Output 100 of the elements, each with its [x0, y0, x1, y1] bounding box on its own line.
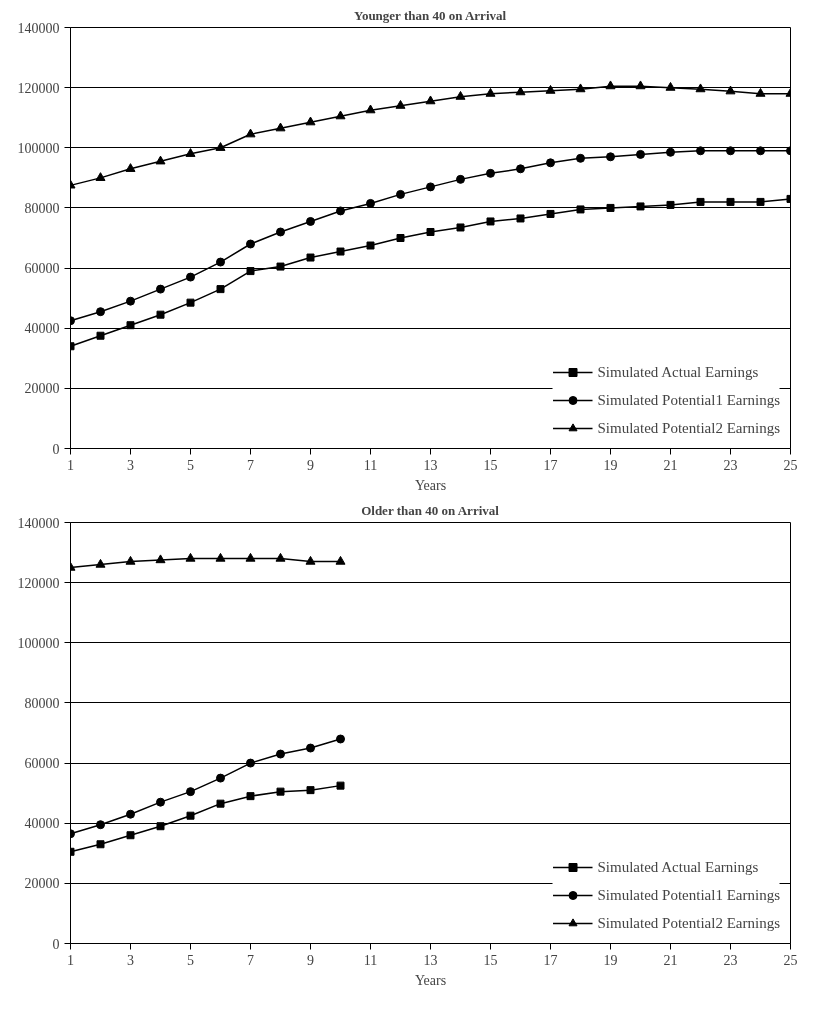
x-axis-title: Years: [414, 972, 447, 988]
point: [96, 331, 105, 340]
point: [95, 172, 106, 181]
point: [515, 86, 526, 96]
y-tick-label: 0: [52, 441, 60, 457]
y-tick-label: 80000: [24, 695, 60, 711]
point: [155, 554, 166, 564]
chart-title: Older than 40 on Arrival: [361, 502, 500, 518]
point: [456, 223, 465, 232]
y-tick-label: 80000: [24, 200, 60, 216]
point: [456, 174, 465, 184]
point: [696, 197, 705, 206]
point: [635, 80, 646, 90]
point: [336, 781, 345, 790]
x-tick-label: 23: [723, 952, 738, 968]
point: [156, 310, 165, 319]
point: [185, 552, 196, 562]
point: [425, 95, 436, 105]
x-tick-label: 17: [543, 952, 558, 968]
point: [366, 241, 375, 250]
point: [516, 214, 525, 223]
legend-label: Simulated Potential2 Earnings: [597, 914, 780, 932]
point: [125, 555, 136, 565]
point: [756, 197, 765, 206]
point: [546, 158, 555, 168]
y-tick-label: 140000: [17, 20, 60, 36]
point: [336, 247, 345, 256]
point: [276, 227, 285, 237]
point: [756, 146, 765, 156]
point: [306, 786, 315, 795]
x-tick-label: 11: [363, 457, 378, 473]
x-tick-label: 11: [363, 952, 378, 968]
point: [606, 152, 615, 162]
x-tick-label: 19: [603, 952, 618, 968]
point: [426, 227, 435, 236]
point: [246, 239, 255, 249]
point: [276, 787, 285, 796]
point: [455, 90, 466, 100]
y-tick-label: 40000: [24, 816, 60, 832]
point: [96, 307, 105, 317]
point: [426, 182, 435, 192]
x-tick-label: 15: [483, 457, 498, 473]
point: [606, 203, 615, 212]
point: [245, 128, 256, 138]
point: [666, 147, 675, 157]
point: [306, 743, 315, 753]
point: [366, 198, 375, 208]
point: [576, 205, 585, 214]
point: [245, 552, 256, 562]
point: [246, 792, 255, 801]
point: [186, 811, 195, 820]
x-tick-label: 21: [663, 457, 678, 473]
y-tick-label: 140000: [17, 515, 60, 531]
y-tick-label: 120000: [17, 575, 60, 591]
point: [275, 122, 286, 132]
point: [725, 85, 736, 95]
point: [485, 87, 496, 97]
point: [216, 257, 225, 267]
point: [276, 749, 285, 759]
y-tick-label: 120000: [17, 80, 60, 96]
point: [396, 234, 405, 242]
x-tick-label: 17: [543, 457, 558, 473]
point: [336, 206, 345, 216]
legend-label: Simulated Actual Earnings: [597, 363, 759, 381]
y-tick-label: 40000: [24, 321, 60, 337]
x-tick-label: 5: [187, 952, 194, 968]
point: [666, 200, 675, 209]
y-tick-label: 20000: [24, 876, 60, 892]
point: [576, 153, 585, 163]
point: [755, 87, 766, 97]
point: [96, 840, 105, 849]
point: [545, 84, 556, 94]
point: [126, 321, 135, 330]
point: [695, 83, 706, 93]
point: [665, 81, 676, 91]
point: [605, 80, 616, 90]
x-tick-label: 9: [307, 457, 314, 473]
point: [186, 787, 195, 797]
point: [155, 155, 166, 165]
point: [246, 267, 255, 276]
point: [95, 558, 106, 568]
point: [486, 217, 495, 226]
point: [156, 797, 165, 807]
point: [335, 110, 346, 120]
x-tick-label: 1: [67, 457, 74, 473]
x-tick-label: 3: [127, 457, 134, 473]
x-tick-label: 25: [783, 457, 798, 473]
point: [126, 831, 135, 840]
point: [216, 285, 225, 294]
point: [516, 164, 525, 174]
x-tick-label: 1: [67, 952, 74, 968]
y-tick-label: 100000: [17, 140, 60, 156]
x-tick-label: 7: [247, 457, 254, 473]
x-tick-label: 23: [723, 457, 738, 473]
point: [156, 284, 165, 294]
point: [276, 262, 285, 271]
point: [215, 142, 226, 151]
x-tick-label: 15: [483, 952, 498, 968]
x-tick-label: 13: [423, 457, 438, 473]
x-tick-label: 5: [187, 457, 194, 473]
